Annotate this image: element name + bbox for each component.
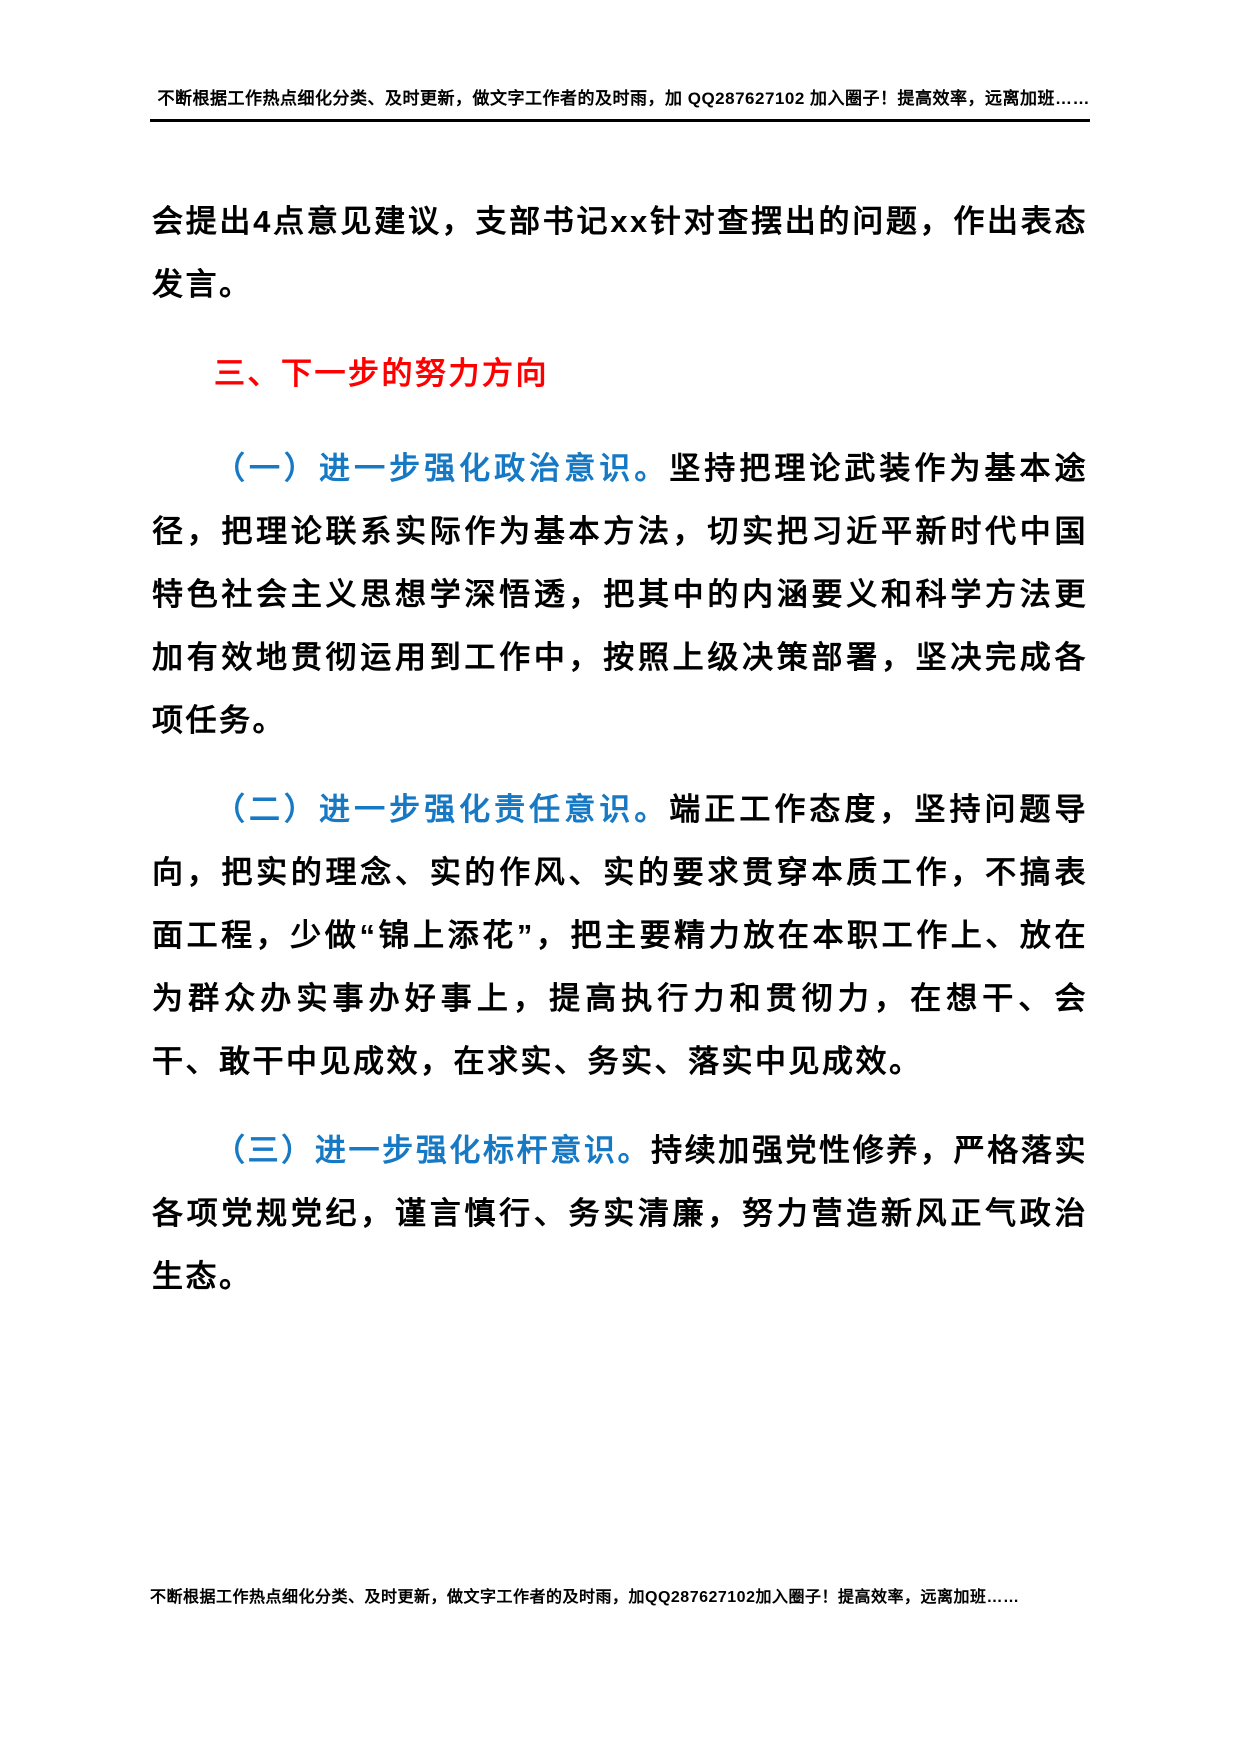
paragraph-section-2: （二）进一步强化责任意识。端正工作态度，坚持问题导向，把实的理念、实的作风、实的…: [152, 778, 1088, 1093]
paragraph-section-1: （一）进一步强化政治意识。坚持把理论武装作为基本途径，把理论联系实际作为基本方法…: [152, 437, 1088, 752]
paragraph-section-3: （三）进一步强化标杆意识。持续加强党性修养，严格落实各项党规党纪，谨言慎行、务实…: [152, 1119, 1088, 1308]
page-header: 不断根据工作热点细化分类、及时更新，做文字工作者的及时雨，加 QQ2876271…: [150, 0, 1090, 122]
section-heading: 三、下一步的努力方向: [214, 356, 549, 391]
section-2-text: 端正工作态度，坚持问题导向，把实的理念、实的作风、实的要求贯穿本质工作，不搞表面…: [152, 792, 1089, 1079]
footer-text: 不断根据工作热点细化分类、及时更新，做文字工作者的及时雨，加QQ28762710…: [150, 1589, 1020, 1606]
section-1-lead: （一）进一步强化政治意识。: [214, 451, 670, 486]
header-divider: [150, 119, 1090, 122]
document-body: 会提出4点意见建议，支部书记xx针对查摆出的问题，作出表态发言。 三、下一步的努…: [152, 190, 1088, 1334]
section-1-text: 坚持把理论武装作为基本途径，把理论联系实际作为基本方法，切实把习近平新时代中国特…: [152, 451, 1089, 738]
header-text: 不断根据工作热点细化分类、及时更新，做文字工作者的及时雨，加 QQ2876271…: [157, 89, 1090, 108]
section-3-text: 持续加强党性修养，严格落实各项党规党纪，谨言慎行、务实清廉，努力营造新风正气政治…: [152, 1133, 1089, 1294]
section-2-lead: （二）进一步强化责任意识。: [214, 792, 670, 827]
section-3-lead: （三）进一步强化标杆意识。: [214, 1133, 652, 1168]
intro-paragraph: 会提出4点意见建议，支部书记xx针对查摆出的问题，作出表态发言。: [152, 204, 1088, 302]
page-footer: 不断根据工作热点细化分类、及时更新，做文字工作者的及时雨，加QQ28762710…: [150, 1584, 1090, 1612]
